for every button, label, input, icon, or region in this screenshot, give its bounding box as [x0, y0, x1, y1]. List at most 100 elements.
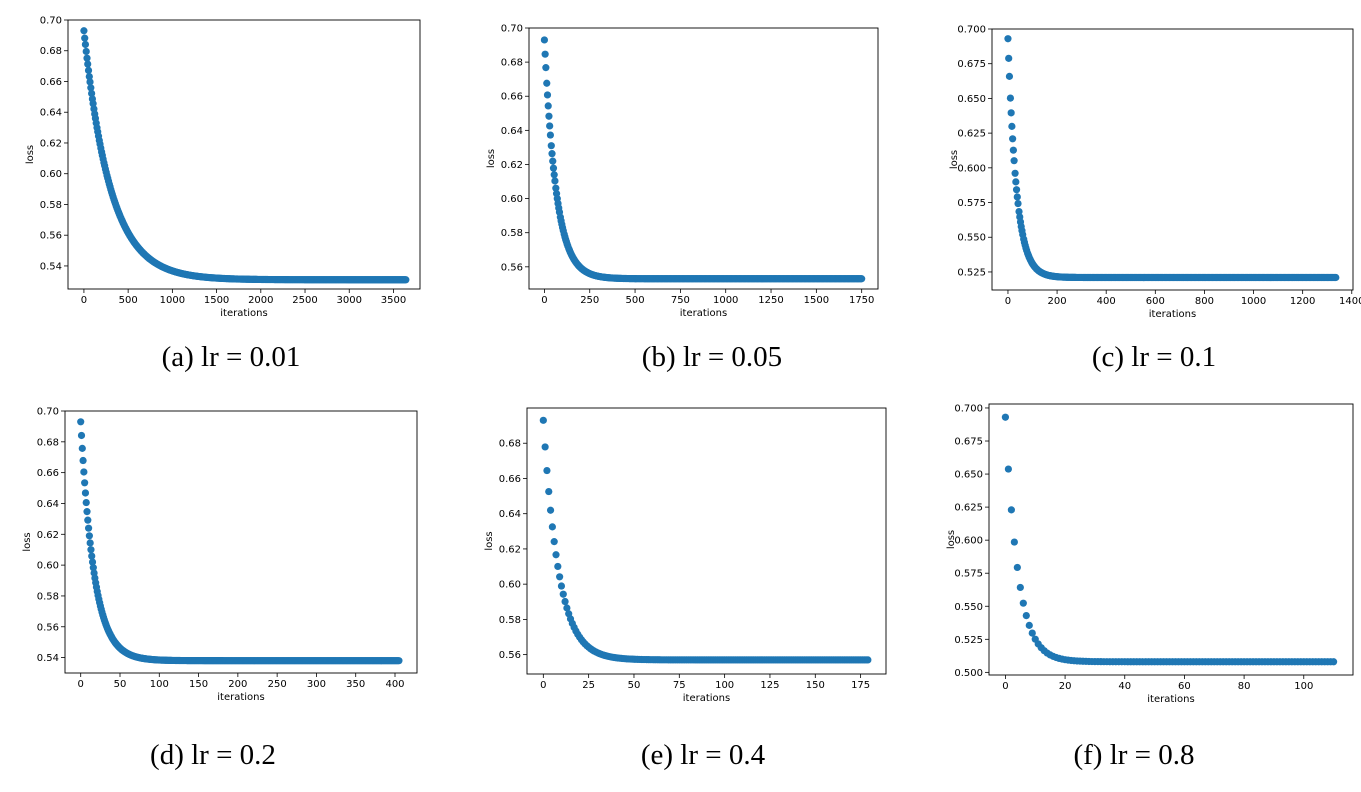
data-point [554, 562, 562, 571]
x-axis-label: iterations [680, 308, 727, 319]
data-point [80, 27, 88, 35]
data-point [543, 91, 552, 99]
y-tick-label: 0.64 [40, 108, 62, 119]
data-series-loss [1004, 35, 1340, 282]
data-point [89, 564, 97, 572]
data-point [546, 506, 555, 514]
data-point [88, 558, 97, 566]
data-point [82, 498, 90, 507]
x-tick-label: 125 [760, 680, 779, 691]
plot-frame [528, 27, 879, 290]
y-tick-label: 0.64 [499, 509, 521, 520]
y-tick-label: 0.650 [957, 94, 986, 105]
data-point [1005, 54, 1013, 62]
x-tick-label: 600 [1146, 296, 1165, 307]
data-point [1022, 611, 1030, 620]
data-point [1009, 135, 1017, 143]
data-point [1013, 193, 1021, 201]
y-tick-label: 0.675 [954, 437, 983, 448]
y-tick-label: 0.60 [37, 561, 59, 572]
data-point [85, 72, 93, 81]
data-point [402, 276, 410, 284]
x-tick-label: 300 [307, 679, 326, 690]
subplot-caption: (a) lr = 0.01 [162, 341, 301, 373]
data-point [88, 552, 96, 560]
y-tick-label: 0.575 [957, 198, 986, 209]
y-tick-label: 0.62 [40, 138, 62, 149]
subplot-caption: (b) lr = 0.05 [642, 341, 782, 373]
x-tick-label: 200 [1048, 296, 1067, 307]
plot-frame [64, 410, 418, 674]
x-axis-label: iterations [1147, 694, 1194, 705]
y-axis-label: loss [486, 149, 497, 168]
x-tick-label: 0 [1002, 681, 1008, 692]
x-tick-label: 2000 [248, 295, 273, 306]
x-tick-label: 1200 [1290, 296, 1315, 307]
data-point [552, 551, 560, 559]
data-point [556, 573, 564, 581]
data-point [563, 604, 571, 612]
y-tick-label: 0.700 [954, 403, 983, 414]
data-point [78, 444, 86, 452]
data-point [81, 34, 89, 42]
data-point [1019, 599, 1027, 607]
x-tick-label: 1500 [804, 295, 829, 306]
x-tick-label: 175 [851, 680, 870, 691]
data-point [1009, 146, 1017, 154]
data-point [1005, 72, 1014, 80]
subplot-caption: (c) lr = 0.1 [1092, 341, 1216, 373]
data-series-loss [80, 27, 410, 284]
data-point [83, 54, 91, 62]
data-point [1012, 186, 1021, 194]
y-tick-label: 0.575 [954, 569, 983, 580]
x-tick-label: 150 [189, 679, 208, 690]
y-tick-label: 0.70 [40, 16, 62, 27]
y-tick-label: 0.58 [40, 200, 62, 211]
data-point [1011, 169, 1019, 177]
plot-frame [991, 28, 1354, 291]
x-tick-label: 60 [1178, 681, 1191, 692]
data-point [548, 150, 556, 158]
x-tick-label: 250 [580, 295, 599, 306]
x-tick-label: 3000 [337, 295, 362, 306]
subplot-caption: (d) lr = 0.2 [150, 739, 276, 771]
data-point [85, 532, 93, 540]
x-tick-label: 750 [671, 295, 690, 306]
y-tick-label: 0.56 [40, 231, 62, 242]
data-point [1016, 583, 1024, 592]
x-tick-label: 100 [150, 679, 169, 690]
y-tick-label: 0.64 [37, 499, 59, 510]
x-tick-label: 1000 [1241, 296, 1266, 307]
data-point [546, 131, 555, 139]
y-tick-label: 0.56 [499, 650, 521, 661]
y-tick-label: 0.62 [501, 160, 523, 171]
y-tick-label: 0.66 [37, 468, 59, 479]
data-point [547, 142, 555, 150]
data-point [541, 50, 549, 58]
data-point [86, 539, 94, 547]
y-tick-label: 0.64 [501, 126, 523, 137]
subplot-e: 0 25 50 75 100 125 150 175 0.56 0.58 0.60 0.62 0.64 0… [484, 407, 887, 771]
data-point [545, 487, 553, 496]
y-tick-label: 0.54 [37, 653, 59, 664]
y-tick-label: 0.66 [501, 92, 523, 103]
y-tick-label: 0.58 [501, 228, 523, 239]
y-tick-label: 0.68 [499, 439, 521, 450]
x-tick-label: 20 [1059, 681, 1072, 692]
data-point [1332, 273, 1340, 282]
y-axis-label: loss [22, 532, 33, 551]
subplot-b: 0 250 500 750 1000 1250 1500 1750 0.56 0.58 0.60 0.… [486, 24, 879, 373]
data-point [544, 102, 552, 110]
data-point [1010, 157, 1018, 165]
data-point [542, 64, 550, 72]
subplot-f: 0 20 40 60 80 100 0.500 0.525 0.550 0.575 0.600 0.6… [946, 403, 1354, 771]
y-tick-label: 0.625 [954, 503, 983, 514]
data-point [550, 538, 558, 546]
x-tick-label: 2500 [292, 295, 317, 306]
data-point [86, 78, 94, 86]
data-point [1004, 35, 1012, 43]
data-point [540, 36, 549, 44]
data-point [1008, 122, 1016, 130]
subplot-caption: (f) lr = 0.8 [1073, 739, 1194, 771]
